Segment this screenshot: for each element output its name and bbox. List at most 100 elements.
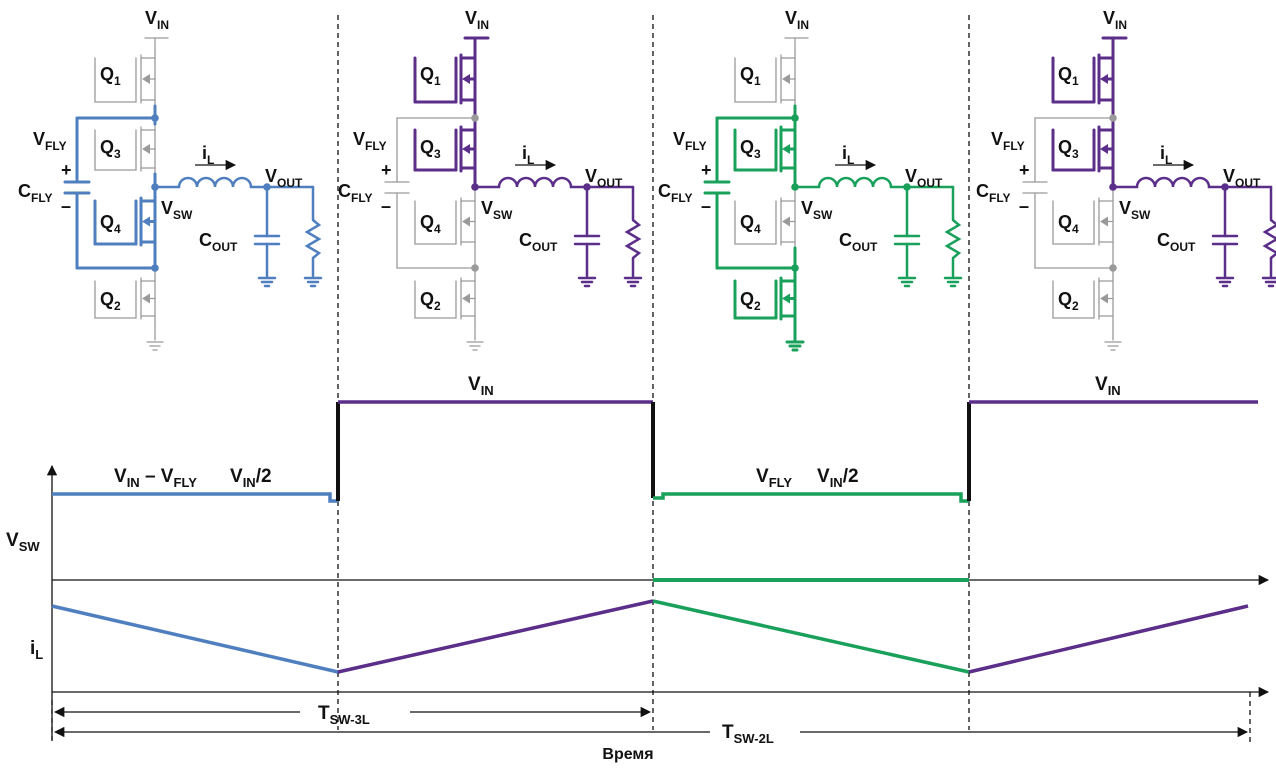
q3-switch — [413, 122, 477, 176]
il-ramp-1 — [51, 604, 339, 674]
body-arrow — [782, 144, 790, 154]
load-resistor — [1262, 219, 1276, 259]
cfly-minus-sign: – — [381, 196, 391, 216]
ground-load — [623, 276, 643, 288]
q2-label: Q2 — [740, 289, 761, 313]
inductor — [475, 176, 587, 189]
body-arrow — [462, 74, 470, 84]
inductor — [1113, 176, 1225, 189]
vsw-segment-3 — [653, 492, 969, 503]
vout-label: VOUT — [1223, 166, 1261, 190]
tsw2l-label: TSW-2L — [722, 722, 774, 746]
body-arrow — [782, 216, 790, 227]
cfly-minus-sign: – — [1019, 196, 1029, 216]
ground-load — [943, 276, 963, 288]
vin-level-label-2: VIN — [1095, 374, 1121, 398]
vfly-label: VFLY — [991, 129, 1025, 153]
body-arrow — [1100, 293, 1108, 304]
node-dot-top — [791, 114, 799, 122]
body-arrow — [142, 74, 150, 84]
il-ramp-4 — [968, 604, 1249, 674]
vin-level-label-1: VIN — [468, 374, 494, 398]
cfly-minus-sign: – — [701, 196, 711, 216]
body-arrow — [142, 144, 150, 154]
cfly-minus-sign: – — [61, 196, 71, 216]
vfly-label: VFLY — [353, 129, 387, 153]
q2-label: Q2 — [100, 289, 121, 313]
cout-label: COUT — [1157, 230, 1196, 254]
vsw-node-label: VSW — [1119, 198, 1151, 222]
q4-label: Q4 — [740, 212, 761, 236]
q3-label: Q3 — [100, 137, 121, 161]
inductor — [155, 176, 267, 189]
seg3-half-label: VIN/2 — [817, 466, 859, 490]
cfly-plus-sign: + — [381, 160, 392, 180]
q1-switch — [94, 51, 156, 107]
cout-label: COUT — [199, 230, 238, 254]
q2-switch — [414, 274, 476, 323]
waveform-labels: VSW iL VIN VIN VIN – VFLY VIN/2 VFLY VIN… — [6, 374, 1121, 763]
waveform-axes — [46, 464, 1270, 745]
q1-label: Q1 — [420, 64, 441, 88]
cout-label: COUT — [519, 230, 558, 254]
cfly-label: CFLY — [18, 181, 53, 205]
node-dot-top — [1109, 114, 1117, 122]
q3-label: Q3 — [420, 137, 441, 161]
il-ramp-2 — [337, 599, 654, 674]
q1-label: Q1 — [1058, 64, 1079, 88]
circuit-panels: VINQ1Q3Q4Q2VFLYCFLY+–iLVOUTVSWCOUTVINQ1Q… — [18, 8, 1276, 352]
q4-switch — [734, 194, 796, 249]
vin-label: VIN — [785, 8, 809, 32]
node-dot-top — [151, 114, 159, 122]
q1-label: Q1 — [100, 64, 121, 88]
body-arrow — [1100, 216, 1108, 227]
vfly-label: VFLY — [33, 129, 67, 153]
node-dot-bottom — [471, 264, 479, 272]
il-ramp-3 — [652, 599, 970, 674]
vsw-segment-1 — [52, 492, 338, 503]
q3-switch — [1051, 122, 1115, 176]
il-label: iL — [522, 143, 534, 167]
q4-switch — [1052, 194, 1114, 249]
seg3-level-label: VFLY — [756, 466, 792, 490]
body-arrow — [462, 293, 470, 304]
q3-label: Q3 — [740, 137, 761, 161]
ground-q2 — [146, 341, 164, 351]
vout-label: VOUT — [585, 166, 623, 190]
time-axis-label: Время — [602, 746, 653, 763]
q2-switch — [1052, 274, 1114, 323]
seg1-level-label: VIN – VFLY — [114, 466, 197, 490]
q1-switch — [734, 51, 796, 107]
body-arrow — [782, 293, 790, 304]
vout-label: VOUT — [265, 166, 303, 190]
body-arrow — [462, 216, 470, 227]
il-waveform — [51, 599, 1249, 674]
q3-switch — [733, 122, 797, 176]
ground-cout — [577, 276, 597, 288]
cfly-plus-sign: + — [701, 160, 712, 180]
q3-label: Q3 — [1058, 137, 1079, 161]
ground-q2 — [466, 341, 484, 351]
cfly-plus-sign: + — [61, 160, 72, 180]
vout-label: VOUT — [905, 166, 943, 190]
tsw3l-label: TSW-3L — [318, 703, 370, 727]
cout-label: COUT — [839, 230, 878, 254]
q2-label: Q2 — [420, 289, 441, 313]
vin-label: VIN — [145, 8, 169, 32]
vin-label: VIN — [465, 8, 489, 32]
vfly-label: VFLY — [673, 129, 707, 153]
ground-cout — [897, 276, 917, 288]
il-label: iL — [202, 143, 214, 167]
vsw-node-label: VSW — [481, 198, 513, 222]
vin-label: VIN — [1103, 8, 1127, 32]
body-arrow — [1100, 74, 1108, 84]
phase-dividers — [337, 15, 970, 730]
node-dot-bottom — [791, 264, 799, 272]
load-resistor — [944, 219, 962, 259]
q2-label: Q2 — [1058, 289, 1079, 313]
period-arrows — [53, 706, 1249, 738]
